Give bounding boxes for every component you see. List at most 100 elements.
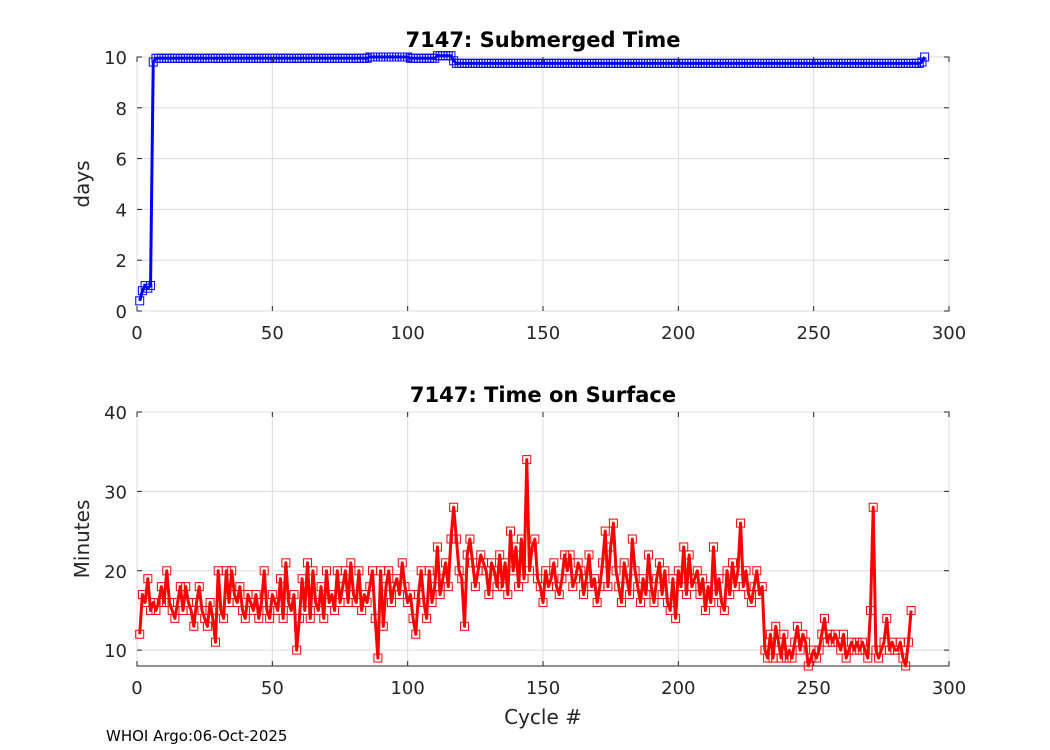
- surface-time-data-point: [795, 645, 805, 655]
- surface-time-data-point: [614, 582, 624, 592]
- submerged-time-y-tick-label: 4: [116, 200, 127, 221]
- submerged-time-title: 7147: Submerged Time: [405, 28, 680, 52]
- surface-time-data-point: [297, 574, 307, 584]
- surface-time-data-point: [714, 574, 724, 584]
- surface-time-data-point: [411, 629, 421, 639]
- surface-time-data-point: [901, 661, 911, 671]
- surface-time-data-point: [616, 598, 626, 607]
- surface-time-data-point: [757, 582, 767, 592]
- surface-time-data-point: [765, 629, 775, 639]
- surface-time-data-point: [400, 582, 410, 592]
- surface-time-data-point: [397, 558, 407, 568]
- surface-time-data-point: [560, 550, 570, 560]
- surface-time-data-point: [497, 582, 507, 592]
- surface-time-data-point: [395, 590, 405, 600]
- surface-time-data-point: [319, 613, 329, 623]
- surface-time-data-point: [619, 558, 629, 568]
- surface-time-data-point: [286, 605, 296, 615]
- surface-time-data-point: [468, 558, 478, 568]
- surface-time-data-point: [435, 590, 445, 600]
- surface-time-data-point: [538, 598, 548, 607]
- surface-time-data-point: [570, 574, 580, 584]
- surface-time-data-point: [679, 542, 689, 552]
- surface-time-data-point: [321, 566, 331, 576]
- submerged-time-y-tick-label: 6: [116, 150, 127, 171]
- surface-time-data-point: [709, 542, 719, 552]
- surface-time-data-point: [503, 590, 513, 600]
- surface-time-data-point: [603, 582, 613, 592]
- surface-time-data-point: [210, 637, 220, 647]
- surface-time-y-label: Minutes: [70, 500, 94, 579]
- surface-time-data-point: [866, 605, 876, 615]
- surface-time-data-point: [608, 518, 618, 528]
- surface-time-data-point: [441, 558, 451, 568]
- surface-time-data-point: [633, 582, 643, 592]
- surface-time-data-point: [408, 613, 418, 623]
- surface-time-data-point: [622, 574, 632, 584]
- surface-time-data-point: [240, 613, 250, 623]
- submerged-time-data-point: [920, 52, 930, 62]
- surface-time-data-point: [763, 653, 773, 663]
- surface-time-data-point: [316, 582, 326, 592]
- surface-time-data-point: [630, 566, 640, 576]
- surface-time-data-point: [863, 653, 873, 663]
- surface-time-data-point: [516, 534, 526, 544]
- surface-time-data-point: [257, 598, 267, 607]
- surface-time-data-point: [792, 621, 802, 631]
- surface-time-data-point: [384, 566, 394, 576]
- surface-time-data-point: [752, 566, 762, 576]
- surface-time-data-point: [232, 598, 242, 607]
- surface-time-data-point: [135, 629, 145, 639]
- surface-time-data-point: [362, 598, 372, 607]
- submerged-time-data-point: [137, 286, 147, 296]
- surface-time-data-point: [579, 590, 589, 600]
- surface-time-data-point: [557, 574, 567, 584]
- surface-time-data-point: [470, 582, 480, 592]
- surface-time-data-point: [422, 613, 432, 623]
- surface-time-data-point: [300, 605, 310, 615]
- surface-time-data-point: [159, 598, 169, 607]
- surface-time-data-point: [692, 566, 702, 576]
- surface-time-data-point: [649, 598, 659, 607]
- surface-time-x-tick-label: 250: [796, 678, 830, 699]
- surface-time-data-point: [143, 574, 153, 584]
- surface-time-data-point: [489, 566, 499, 576]
- surface-time-data-point: [541, 566, 551, 576]
- surface-time-x-tick-label: 300: [932, 678, 966, 699]
- surface-time-data-point: [868, 502, 878, 512]
- surface-time-data-point: [725, 590, 735, 600]
- surface-time-data-point: [251, 590, 261, 600]
- surface-time-data-point: [741, 566, 751, 576]
- surface-time-data-point: [278, 613, 288, 623]
- surface-time-data-point: [771, 621, 781, 631]
- surface-time-data-point: [776, 653, 786, 663]
- surface-time-data-point: [546, 574, 556, 584]
- submerged-time-y-tick-label: 2: [116, 251, 127, 272]
- surface-time-data-point: [790, 637, 800, 647]
- surface-time-data-point: [194, 582, 204, 592]
- submerged-time-data-point: [914, 58, 924, 68]
- surface-time-data-point: [592, 598, 602, 607]
- surface-time-data-point: [673, 566, 683, 576]
- submerged-time-y-tick-label: 10: [104, 48, 127, 69]
- submerged-time-data-point: [917, 57, 927, 67]
- surface-time-data-point: [189, 621, 199, 631]
- surface-time-data-point: [698, 574, 708, 584]
- surface-time-data-point: [514, 582, 524, 592]
- surface-time-data-point: [462, 550, 472, 560]
- surface-time-data-point: [430, 582, 440, 592]
- surface-time-data-point: [706, 598, 716, 607]
- surface-time-data-point: [695, 590, 705, 600]
- surface-time-data-point: [492, 582, 502, 592]
- submerged-time-y-ticks: 0 2 4 6 8 10: [104, 48, 949, 323]
- submerged-time-data-point: [135, 296, 145, 306]
- surface-time-data-point: [787, 653, 797, 663]
- surface-time-data-point: [681, 590, 691, 600]
- surface-time-data-point: [484, 590, 494, 600]
- surface-time-data-point: [340, 566, 350, 576]
- surface-time-data-point: [173, 598, 183, 607]
- surface-time-y-ticks: 10 20 30 40: [104, 403, 949, 662]
- surface-time-y-tick-label: 40: [104, 403, 127, 424]
- surface-time-data-point: [657, 590, 667, 600]
- surface-time-data-point: [606, 542, 616, 552]
